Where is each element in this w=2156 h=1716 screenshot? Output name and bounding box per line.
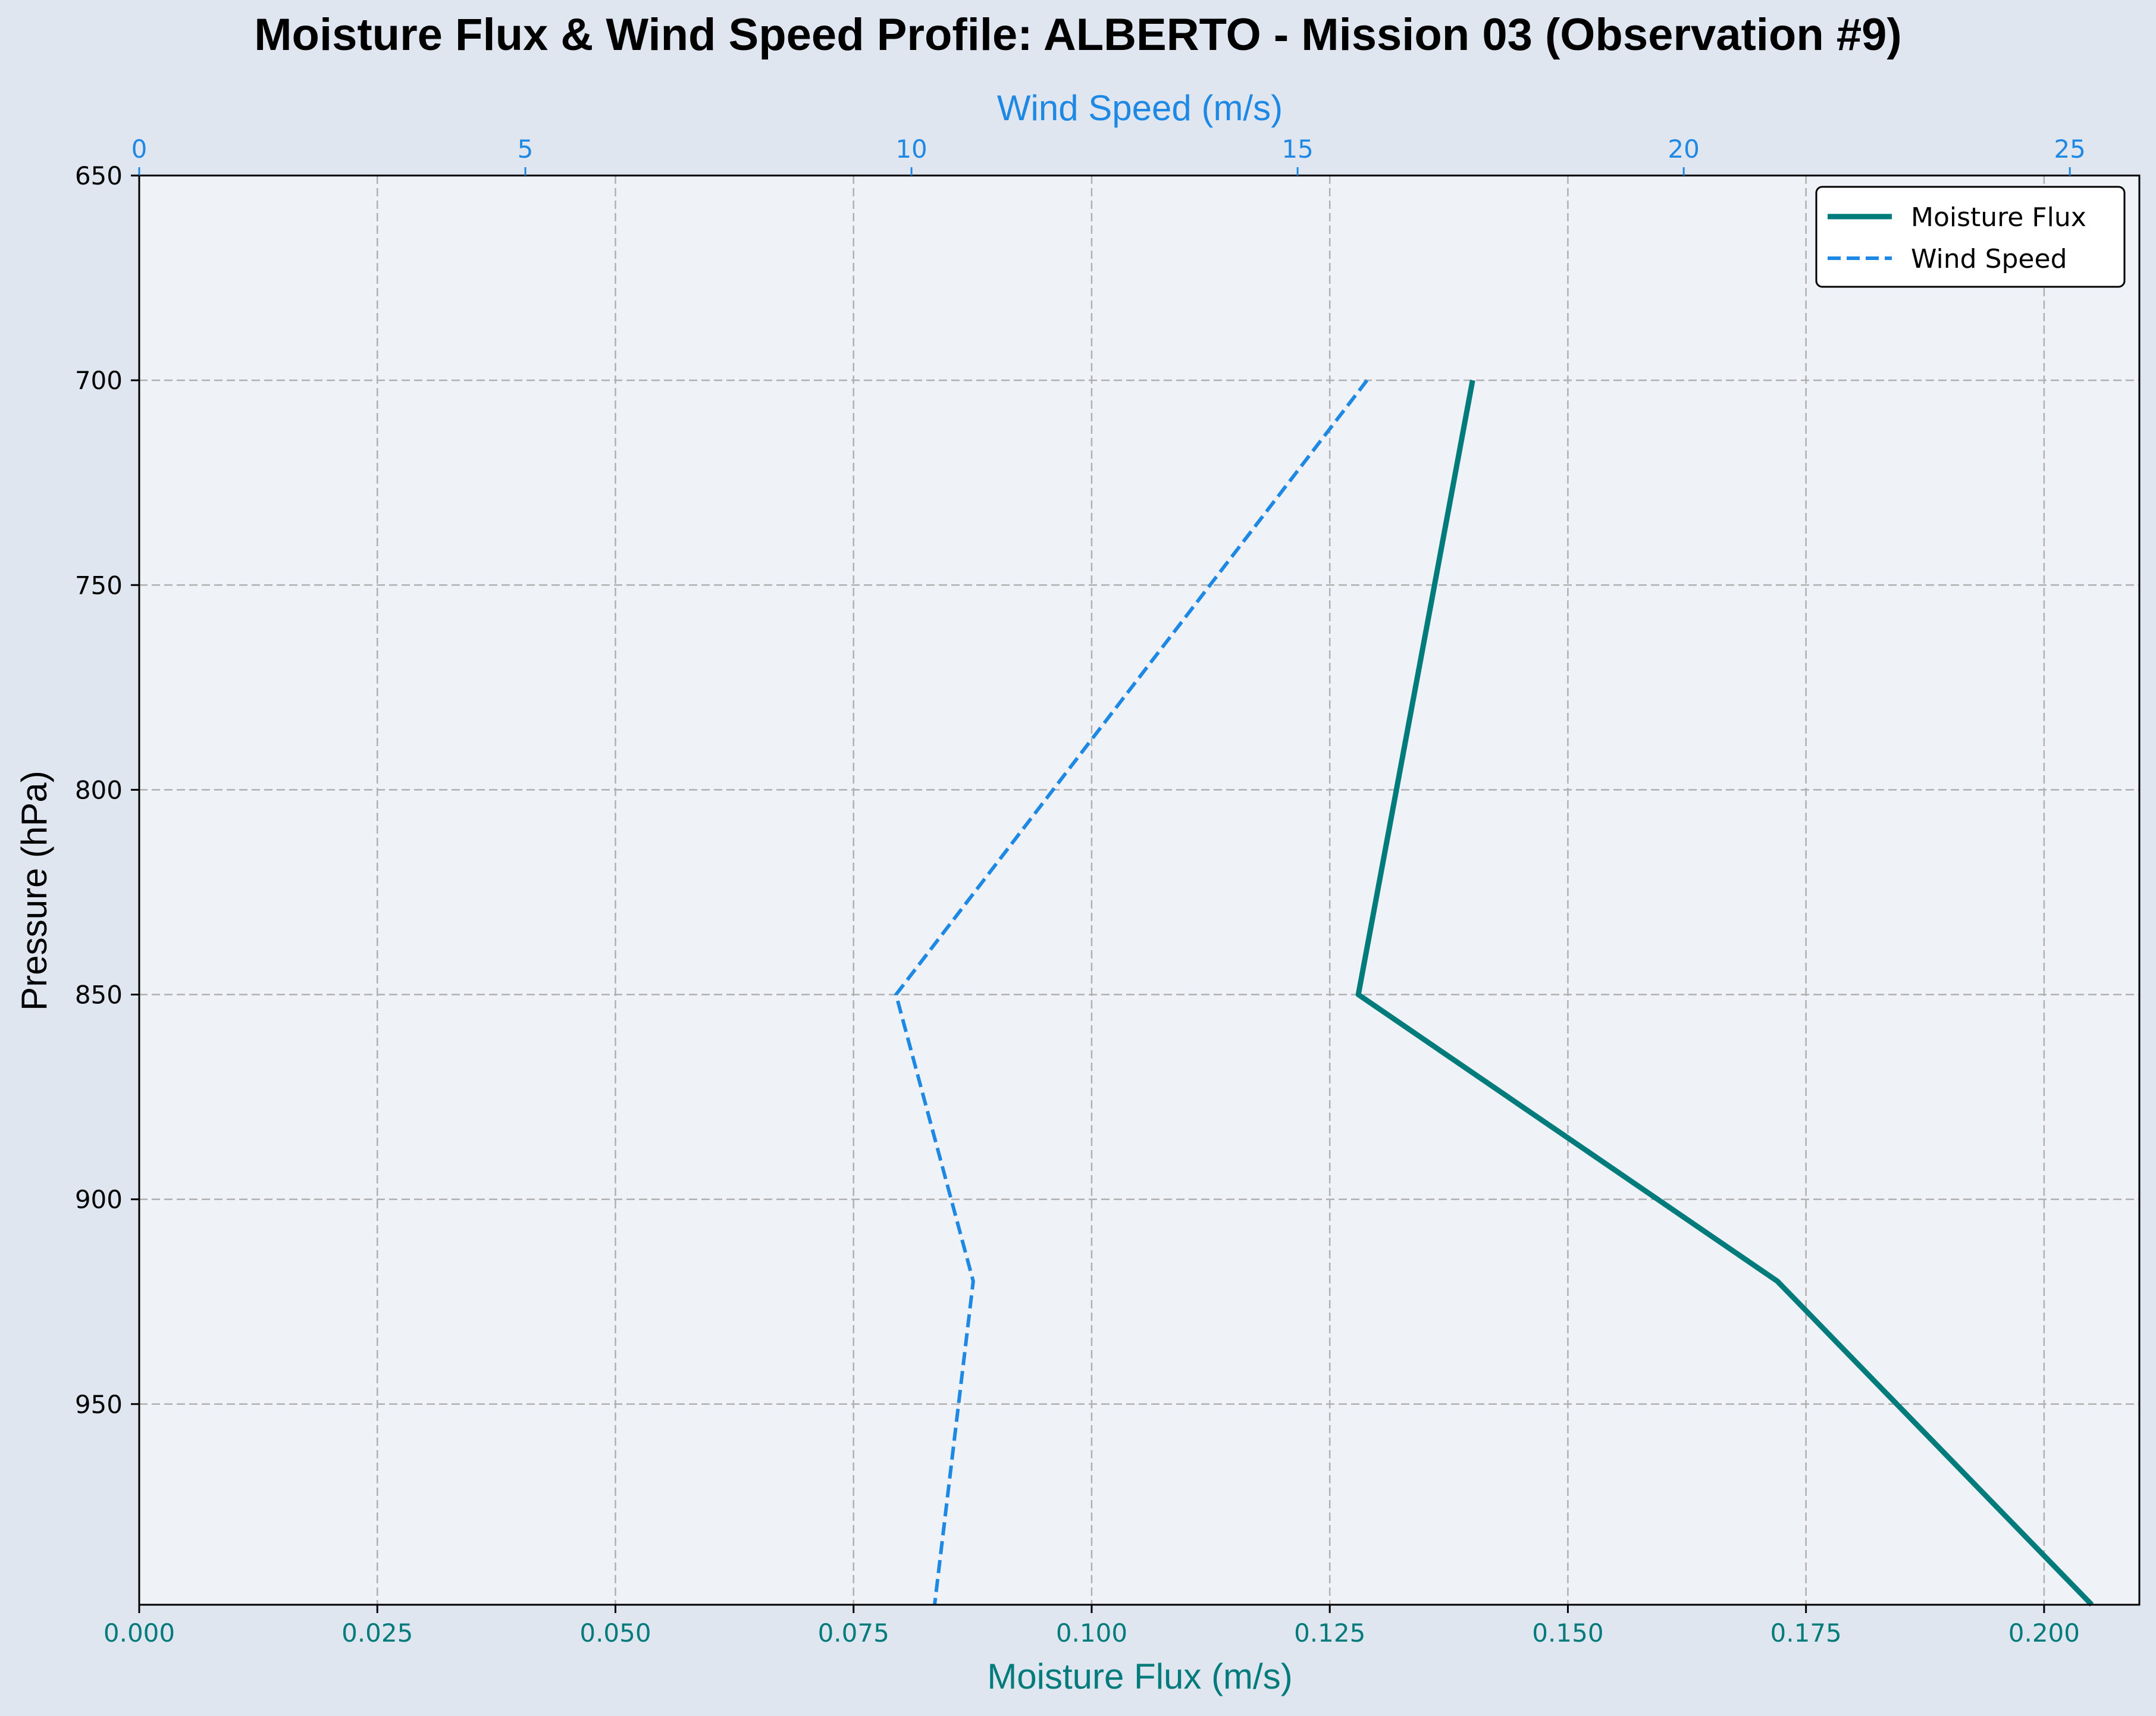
- left-tick-label: 900: [75, 1185, 123, 1214]
- top-tick-label: 15: [1281, 134, 1313, 164]
- bottom-tick-label: 0.075: [818, 1618, 889, 1648]
- bottom-tick-label: 0.200: [2008, 1618, 2080, 1648]
- series-layer: [894, 379, 2094, 1607]
- legend-label-moisture-flux: Moisture Flux: [1911, 202, 2086, 233]
- bottom-tick-label: 0.100: [1056, 1618, 1127, 1648]
- top-tick-label: 0: [131, 134, 148, 164]
- left-tick-label: 950: [75, 1390, 123, 1419]
- bottom-axis: 0.000 0.025 0.050 0.075 0.100 0.125 0.150 0.175…: [104, 1605, 2080, 1648]
- left-axis-label: Pressure (hPa): [14, 771, 54, 1010]
- top-tick-label: 10: [895, 134, 927, 164]
- top-axis-label: Wind Speed (m/s): [997, 88, 1283, 128]
- top-tick-label: 20: [1668, 134, 1699, 164]
- left-tick-label: 800: [75, 775, 123, 804]
- legend-box: [1815, 186, 2126, 288]
- chart-title: Moisture Flux & Wind Speed Profile: ALBE…: [254, 10, 1901, 60]
- plot-frame: [138, 174, 2141, 1606]
- bottom-tick-label: 0.150: [1532, 1618, 1603, 1648]
- left-tick-label: 700: [75, 366, 123, 395]
- bottom-tick-label: 0.175: [1770, 1618, 1842, 1648]
- left-tick-label: 650: [75, 161, 123, 190]
- left-tick-label: 750: [75, 571, 123, 600]
- bottom-tick-label: 0.125: [1294, 1618, 1365, 1648]
- grid-lines: [139, 176, 2139, 1605]
- bottom-tick-label: 0.025: [341, 1618, 413, 1648]
- series-wind-speed-line: [894, 379, 1369, 1605]
- legend: Moisture Flux Wind Speed: [1815, 186, 2126, 288]
- plot-area: [139, 176, 2139, 1605]
- left-tick-label: 850: [75, 981, 123, 1010]
- top-tick-label: 25: [2054, 134, 2085, 164]
- left-axis: 650 700 750 800 850 900 950: [75, 161, 139, 1419]
- top-axis: 0 5 10 15 20 25: [131, 134, 2086, 176]
- bottom-tick-label: 0.000: [104, 1618, 175, 1648]
- legend-label-wind-speed: Wind Speed: [1911, 244, 2067, 274]
- bottom-tick-label: 0.050: [579, 1618, 651, 1648]
- series-moisture-flux-line: [1355, 380, 2094, 1607]
- bottom-axis-label: Moisture Flux (m/s): [987, 1656, 1292, 1696]
- top-tick-label: 5: [518, 134, 534, 164]
